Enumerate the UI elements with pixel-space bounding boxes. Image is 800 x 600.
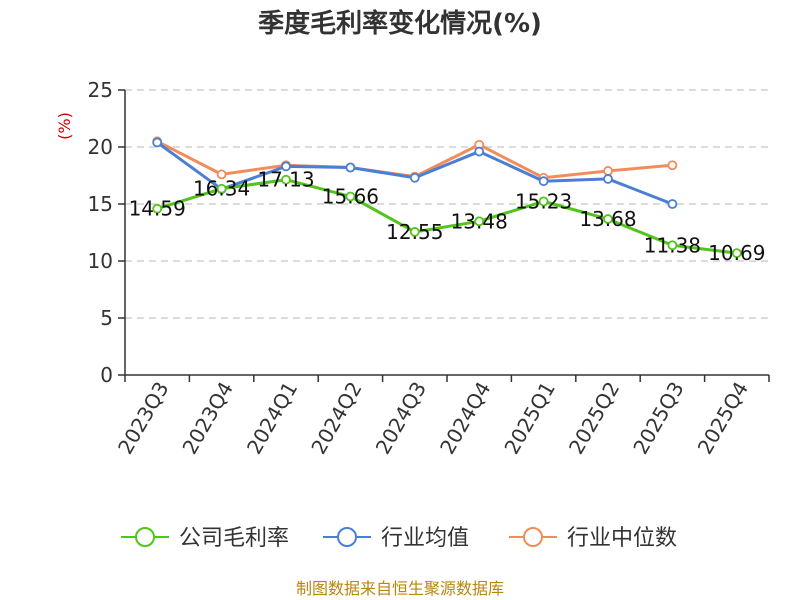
legend-label-0: 公司毛利率	[179, 526, 289, 551]
axes: 0 5 10 15 20 25 2023Q3 2023Q4 2024Q1 2024Q2 2024Q3…	[88, 78, 770, 459]
point-2-2023Q4	[216, 169, 227, 180]
point-0-2024Q4	[474, 216, 485, 227]
chart-title: 季度毛利率变化情况(%)	[258, 8, 542, 39]
point-1-2024Q3	[409, 172, 420, 183]
point-1-2023Q3	[152, 137, 163, 148]
point-0-2024Q2	[345, 191, 356, 202]
y-tick-label-20: 20	[88, 135, 113, 159]
point-1-2024Q4	[474, 146, 485, 157]
y-tick-label-10: 10	[88, 249, 113, 273]
point-1-2025Q1	[538, 176, 549, 187]
x-tick-label-2025Q1: 2025Q1	[499, 378, 559, 459]
y-axis-unit-label: (%)	[55, 112, 74, 140]
legend-marker-1	[337, 527, 357, 547]
x-tick-label-2024Q1: 2024Q1	[242, 378, 302, 459]
x-tick-label-2025Q3: 2025Q3	[628, 378, 688, 459]
series-0	[152, 174, 742, 259]
data-label-2025Q1: 15.23	[515, 189, 572, 213]
point-2-2025Q2	[603, 166, 613, 176]
data-label-2025Q4: 10.69	[708, 241, 765, 265]
point-0-2024Q1	[281, 174, 291, 185]
series-group: 14.59 16.34 17.13 15.66 12.55 13.48 15.23 13.68…	[129, 136, 765, 265]
point-0-2025Q2	[603, 214, 613, 224]
point-0-2023Q3	[152, 203, 163, 214]
legend-marker-0	[135, 527, 155, 547]
point-0-2024Q3	[409, 227, 420, 237]
series-line-0	[156, 178, 737, 255]
legend-marker-2	[523, 527, 543, 547]
point-2-2025Q3	[667, 160, 678, 171]
data-label-2025Q2: 13.68	[579, 207, 636, 231]
series-1	[152, 137, 678, 209]
legend-label-2: 行业中位数	[567, 526, 677, 551]
point-0-2025Q4	[731, 248, 742, 259]
data-label-2024Q2: 15.66	[322, 184, 379, 208]
x-tick-label-2024Q4: 2024Q4	[435, 378, 495, 459]
x-tick-label-2024Q2: 2024Q2	[306, 378, 366, 459]
y-tick-label-15: 15	[88, 192, 113, 216]
source-note: 制图数据来自恒生聚源数据库	[296, 579, 504, 598]
point-0-2025Q1	[538, 196, 549, 207]
point-1-2024Q2	[345, 162, 356, 173]
y-tick-label-5: 5	[100, 306, 113, 330]
data-label-2023Q4: 16.34	[193, 177, 250, 201]
point-1-2024Q1	[281, 161, 291, 172]
x-tick-label-2023Q4: 2023Q4	[177, 378, 237, 459]
point-1-2025Q3	[667, 199, 678, 209]
point-1-2025Q2	[603, 174, 613, 184]
data-label-2024Q4: 13.48	[451, 209, 508, 233]
x-tick-label-2024Q3: 2024Q3	[371, 378, 431, 459]
x-tick-label-2025Q2: 2025Q2	[564, 378, 624, 459]
data-label-2024Q1: 17.13	[257, 168, 314, 192]
point-0-2023Q4	[216, 183, 227, 194]
point-0-2025Q3	[667, 240, 678, 251]
data-label-2024Q3: 12.55	[386, 220, 443, 244]
legend-label-1: 行业均值	[381, 526, 469, 551]
x-tick-label-2025Q4: 2025Q4	[693, 378, 753, 459]
y-tick-label-25: 25	[88, 78, 113, 102]
x-tick-label-2023Q3: 2023Q3	[113, 378, 173, 459]
y-tick-label-0: 0	[100, 363, 113, 387]
legend: 公司毛利率 行业均值 行业中位数	[121, 526, 677, 551]
data-label-2025Q3: 11.38	[644, 233, 701, 257]
data-label-2023Q3: 14.59	[129, 197, 186, 221]
